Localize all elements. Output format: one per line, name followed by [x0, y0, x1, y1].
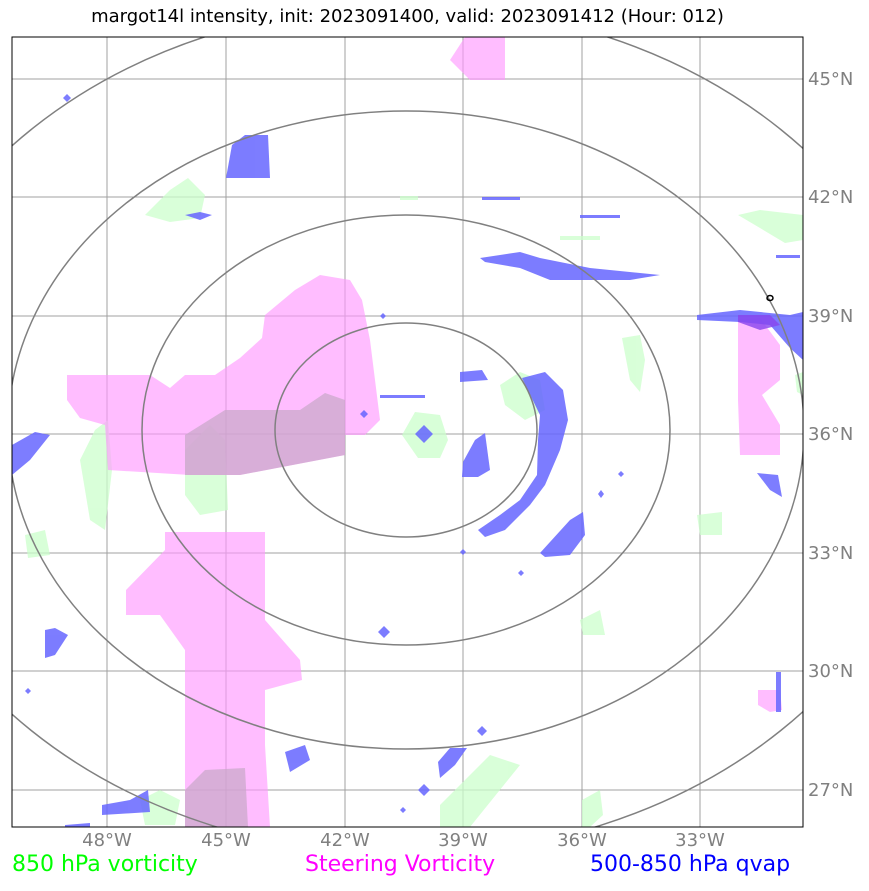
legend-vorticity-850: 850 hPa vorticity — [12, 852, 198, 877]
vorticity-850-contours — [25, 178, 803, 827]
lat-label: 45°N — [808, 69, 853, 90]
lat-label: 42°N — [808, 187, 853, 208]
island-outline — [766, 294, 774, 302]
plot-frame — [11, 36, 804, 828]
lat-label: 39°N — [808, 306, 853, 327]
legend-qvap: 500-850 hPa qvap — [590, 852, 791, 877]
range-rings — [12, 37, 803, 827]
lon-label: 36°W — [557, 830, 607, 851]
lat-label: 30°N — [808, 661, 853, 682]
vorticity-overlap — [185, 393, 345, 827]
lon-tick-labels: 48°W 45°W 42°W 39°W 36°W 33°W — [82, 830, 725, 851]
lat-label: 27°N — [808, 780, 853, 801]
lat-label: 36°N — [808, 424, 853, 445]
lon-label: 45°W — [201, 830, 251, 851]
qvap-contours — [12, 94, 803, 827]
map-title: margot14l intensity, init: 2023091400, v… — [91, 6, 724, 27]
lon-label: 33°W — [675, 830, 725, 851]
lat-label: 33°N — [808, 543, 853, 564]
qvap-steering-overlap — [738, 315, 780, 330]
lon-label: 42°W — [320, 830, 370, 851]
lat-tick-labels: 45°N 42°N 39°N 36°N 33°N 30°N 27°N — [808, 69, 853, 801]
lon-label: 48°W — [82, 830, 132, 851]
legend-steering-vorticity: Steering Vorticity — [305, 852, 496, 877]
lon-label: 39°W — [438, 830, 488, 851]
